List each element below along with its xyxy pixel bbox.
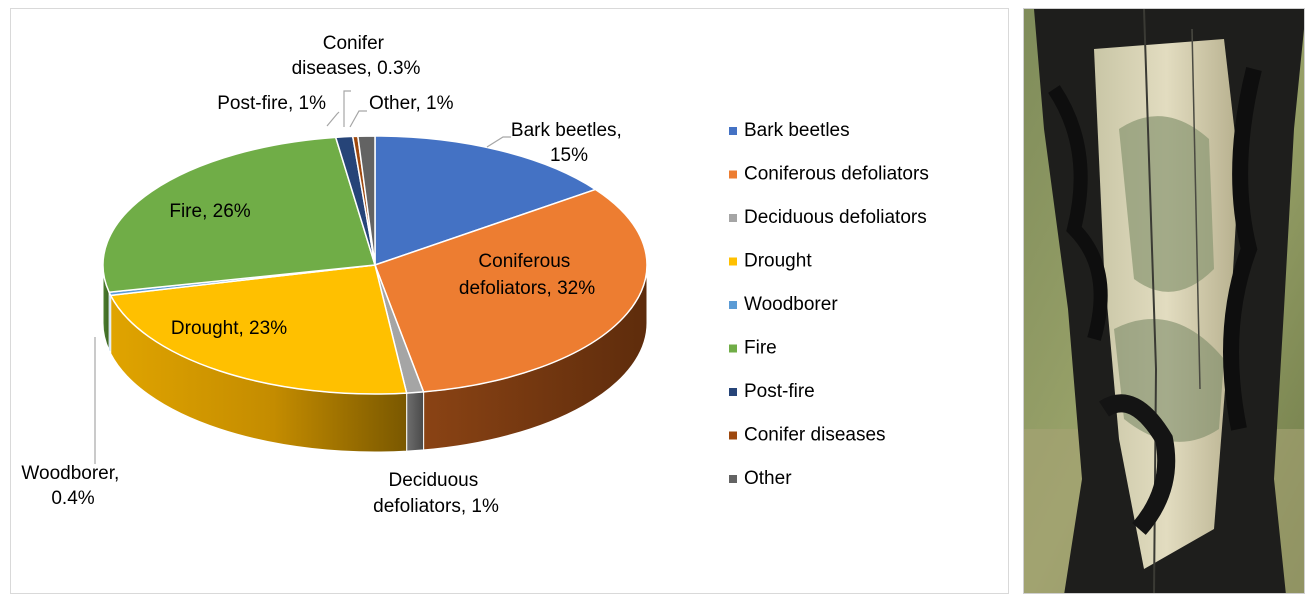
pie-slice-coniferous-defoliators [374, 188, 648, 393]
leader-bark-beetles [486, 136, 511, 148]
charred-trunk-illustration [1024, 9, 1304, 593]
legend-swatch-post-fire [729, 388, 737, 396]
legend-label-deciduous-defoliators: Deciduous defoliators [744, 207, 927, 228]
legend-swatch-woodborer [729, 301, 737, 309]
leader-other [349, 110, 367, 128]
legend-swatch-other [729, 475, 737, 483]
legend-swatch-drought [729, 257, 737, 266]
legend-label-conifer-diseases: Conifer diseases [744, 425, 886, 446]
leader-conifer-diseases [343, 90, 351, 127]
label-fire: Fire, 26% [169, 201, 250, 222]
pie-slice-drought [109, 264, 408, 395]
legend: Bark beetles Coniferous defoliators Decidu… [729, 120, 929, 489]
legend-swatch-bark-beetles [729, 127, 737, 135]
legend-label-other: Other [744, 468, 792, 489]
label-bark-beetles: Bark beetles, 15% [511, 120, 627, 166]
label-post-fire: Post-fire, 1% [217, 93, 326, 114]
legend-label-fire: Fire [744, 338, 777, 359]
pie-chart: Conifer diseases, 0.3% Post-fire, 1% Oth… [21, 33, 929, 517]
pie-side-deciduous-defoliators [406, 391, 425, 452]
pie-slice-fire [102, 136, 376, 294]
label-coniferous-defoliators: Coniferous defoliators, 32% [459, 251, 595, 299]
label-drought: Drought, 23% [171, 318, 287, 339]
legend-label-drought: Drought [744, 251, 812, 272]
legend-swatch-coniferous-defoliators [729, 170, 737, 179]
label-woodborer: Woodborer, 0.4% [21, 463, 124, 509]
label-other: Other, 1% [369, 93, 454, 114]
legend-swatch-conifer-diseases [729, 431, 737, 440]
tree-bark-photo [1023, 8, 1305, 594]
legend-label-coniferous-defoliators: Coniferous defoliators [744, 164, 929, 185]
leader-post-fire [326, 111, 340, 127]
pie-slice-other [357, 135, 376, 266]
legend-swatch-fire [729, 344, 737, 353]
label-deciduous-defoliators: Deciduous defoliators, 1% [373, 470, 499, 517]
chart-panel: Conifer diseases, 0.3% Post-fire, 1% Oth… [10, 8, 1009, 594]
leader-lines [94, 90, 511, 464]
label-conifer-diseases: Conifer diseases, 0.3% [292, 33, 421, 79]
legend-label-bark-beetles: Bark beetles [744, 120, 850, 141]
pie-sides [102, 264, 648, 453]
legend-label-woodborer: Woodborer [744, 294, 838, 315]
pie-slice-bark-beetles [374, 135, 598, 267]
legend-label-post-fire: Post-fire [744, 381, 815, 402]
legend-swatch-deciduous-defoliators [729, 214, 737, 222]
pie-top [102, 135, 648, 395]
